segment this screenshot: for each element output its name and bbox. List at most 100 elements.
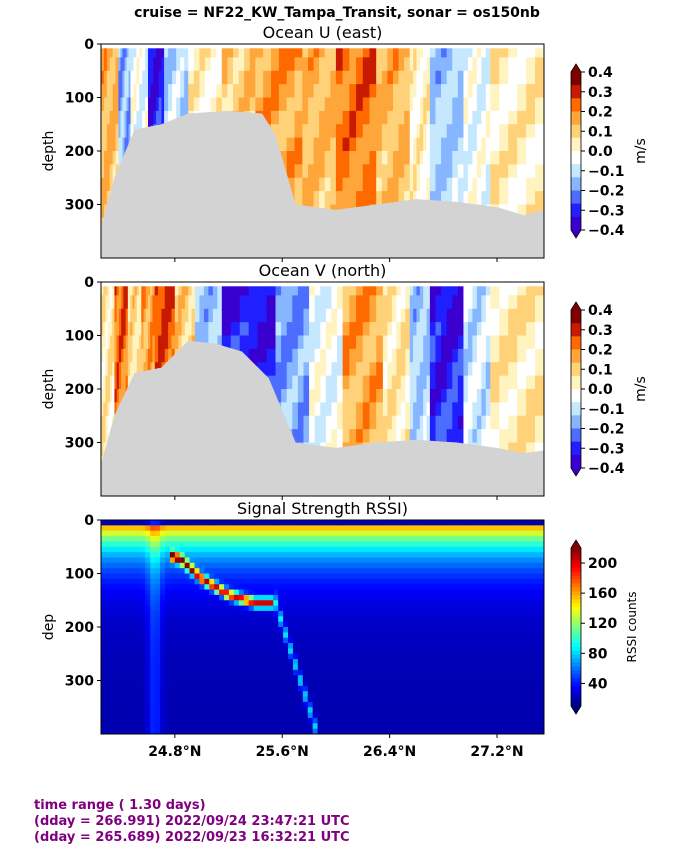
data-cell [317,525,324,532]
data-cell [376,375,384,390]
data-cell [125,282,129,296]
data-cell [292,696,299,703]
data-cell [441,389,448,403]
data-cell [101,669,107,676]
data-cell [317,723,324,730]
data-cell [517,151,527,165]
data-cell [481,322,487,337]
data-cell [273,584,279,591]
data-cell [320,362,327,377]
data-cell [387,137,394,152]
data-cell [457,429,465,444]
data-cell [302,97,309,112]
data-cell [416,389,421,403]
data-cell [174,637,181,644]
data-cell [392,137,400,152]
data-cell [238,696,245,703]
data-cell [317,594,324,601]
data-cell [409,322,414,337]
data-cell [263,562,269,569]
data-cell [307,578,314,585]
data-cell [292,610,299,617]
data-cell [426,70,431,85]
data-cell [441,362,448,377]
data-cell [164,691,171,698]
data-cell [154,308,159,323]
data-cell [332,546,338,553]
data-cell [153,44,157,58]
data-cell [127,348,131,363]
data-cell [416,362,421,377]
colorbar-extend-max [571,64,581,72]
data-cell [238,605,245,612]
data-cell [472,389,478,403]
data-cell [312,691,319,698]
data-cell [327,616,333,623]
data-cell [435,191,442,206]
data-cell [140,696,146,703]
data-cell [179,520,186,526]
data-cell [258,552,265,559]
data-cell [107,282,111,296]
data-cell [485,97,491,112]
data-cell [160,637,166,644]
data-cell [297,546,304,553]
data-cell [429,57,437,72]
data-cell [135,707,141,714]
data-cell [307,568,314,575]
data-cell [499,282,509,296]
data-cell [160,627,166,633]
data-cell [174,578,181,585]
data-cell [115,685,122,692]
data-cell [125,348,129,363]
data-cell [327,578,333,585]
data-cell [517,442,527,457]
data-cell [273,675,279,682]
data-cell [382,362,388,377]
data-cell [297,616,304,623]
data-cell [228,594,235,601]
data-cell [248,717,255,724]
data-cell [322,562,329,569]
data-cell [446,348,453,363]
data-cell [127,295,131,310]
data-cell [115,691,122,698]
data-cell [150,648,156,655]
data-cell [160,557,166,564]
data-cell [283,707,289,714]
data-cell [184,594,191,601]
data-cell [139,322,142,337]
data-cell [164,84,169,99]
data-cell [135,621,141,628]
data-cell [204,605,210,612]
data-cell [204,680,210,687]
data-cell [130,84,135,99]
data-cell [147,362,151,377]
data-cell [135,562,141,569]
data-cell [463,137,469,152]
data-cell [107,348,111,363]
data-cell [499,415,509,430]
data-cell [130,627,137,633]
data-cell [446,151,453,165]
data-cell [233,520,240,526]
data-cell [155,627,161,633]
data-cell [435,44,442,58]
data-cell [476,348,482,363]
data-cell [233,557,240,564]
data-cell [120,621,127,628]
data-cell [307,627,314,633]
data-cell [233,584,240,591]
data-cell [164,44,169,58]
data-cell [317,557,324,564]
data-cell [275,362,282,377]
data-cell [125,627,132,633]
data-cell [145,680,151,687]
data-cell [467,177,474,192]
data-cell [423,137,428,152]
data-cell [150,664,156,671]
data-cell [278,541,284,548]
data-cell [429,70,437,85]
data-cell [481,282,487,296]
data-cell [288,701,294,708]
